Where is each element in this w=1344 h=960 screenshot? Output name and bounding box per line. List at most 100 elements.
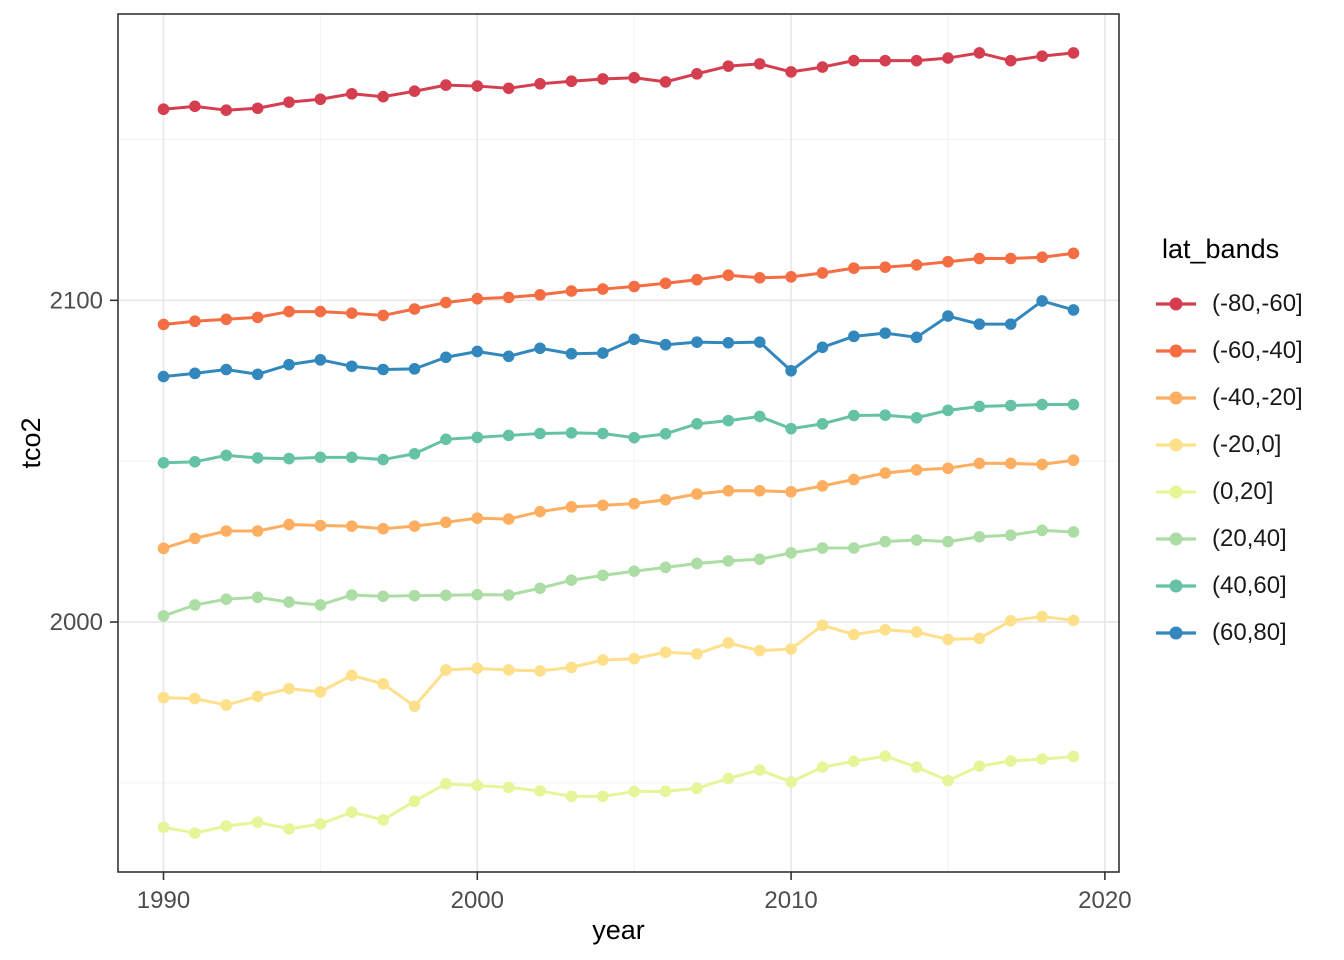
data-point [440, 589, 452, 602]
data-point [565, 75, 578, 88]
data-point [220, 699, 233, 711]
data-point [408, 85, 421, 98]
data-point [1036, 753, 1048, 765]
data-point [377, 453, 389, 466]
data-point [722, 555, 735, 567]
legend-item: (40,60] [1156, 562, 1342, 609]
data-point [440, 433, 452, 446]
data-point [848, 473, 860, 486]
data-point [345, 87, 358, 100]
data-point [785, 485, 797, 498]
data-point [471, 588, 484, 601]
data-point [973, 760, 986, 772]
data-point [1036, 524, 1048, 537]
data-point [345, 360, 358, 373]
data-point [659, 561, 672, 574]
legend-item-label: (-80,-60] [1212, 289, 1303, 317]
data-point [691, 273, 703, 286]
data-point [314, 686, 327, 698]
data-point [534, 427, 546, 440]
data-point [597, 499, 609, 512]
data-point [659, 785, 672, 798]
data-point [345, 520, 358, 532]
data-point [722, 484, 735, 497]
data-point [910, 331, 923, 344]
legend-key-icon [1156, 626, 1196, 639]
data-point [785, 66, 797, 78]
data-point [597, 427, 609, 440]
data-point [1036, 295, 1048, 307]
data-point [628, 280, 640, 293]
data-point [471, 80, 484, 92]
data-point [502, 781, 515, 794]
data-point [157, 456, 170, 469]
data-point [879, 750, 892, 762]
data-point [973, 47, 986, 59]
data-point [597, 654, 609, 666]
data-point [628, 497, 640, 510]
data-point [785, 547, 797, 559]
data-point [565, 574, 578, 587]
data-point [942, 310, 954, 322]
data-point [345, 589, 358, 601]
series-line [162, 754, 1075, 835]
data-point [377, 522, 389, 535]
series-line [162, 458, 1075, 550]
series-line [162, 615, 1075, 708]
data-point [1067, 614, 1080, 627]
data-point [1004, 252, 1017, 265]
data-point [722, 336, 735, 349]
data-point [816, 619, 829, 632]
data-point [408, 520, 421, 532]
data-point [1067, 398, 1080, 411]
data-point [565, 661, 578, 674]
data-point [220, 363, 233, 376]
data-point [534, 582, 546, 595]
data-point [753, 553, 766, 566]
data-point [910, 626, 923, 638]
data-point [377, 90, 389, 103]
data-point [753, 764, 766, 776]
data-point [628, 785, 640, 798]
data-point [283, 823, 295, 835]
data-point [973, 632, 986, 645]
data-point [251, 525, 264, 537]
data-point [408, 363, 421, 375]
data-point [471, 345, 484, 358]
data-point [816, 61, 829, 73]
data-point [408, 700, 421, 713]
x-tick-label: 2010 [764, 887, 817, 914]
data-point [691, 418, 703, 430]
series-line [162, 251, 1075, 326]
data-point [879, 535, 892, 548]
data-point [251, 102, 264, 115]
data-point [157, 370, 170, 383]
data-point [816, 341, 829, 354]
data-point [942, 535, 954, 548]
data-point [440, 296, 452, 309]
series-line [162, 528, 1075, 618]
data-point [848, 409, 860, 422]
data-point [691, 488, 703, 500]
data-point [534, 505, 546, 518]
x-tick-label: 1990 [137, 887, 190, 914]
data-point [942, 52, 954, 64]
data-point [973, 252, 986, 265]
legend-item-label: (60,80] [1212, 618, 1287, 646]
data-point [471, 431, 484, 444]
data-point [691, 648, 703, 660]
data-point [565, 347, 578, 360]
data-point [848, 542, 860, 554]
data-point [471, 779, 484, 792]
data-point [879, 261, 892, 273]
data-point [220, 525, 233, 537]
data-point [659, 493, 672, 506]
data-point [691, 557, 703, 570]
data-point [910, 534, 923, 546]
data-point [189, 315, 201, 328]
data-point [1067, 454, 1080, 467]
data-point [1067, 526, 1080, 538]
data-point [251, 452, 264, 464]
legend-item: (60,80] [1156, 609, 1342, 656]
legend-key-icon [1156, 391, 1196, 404]
